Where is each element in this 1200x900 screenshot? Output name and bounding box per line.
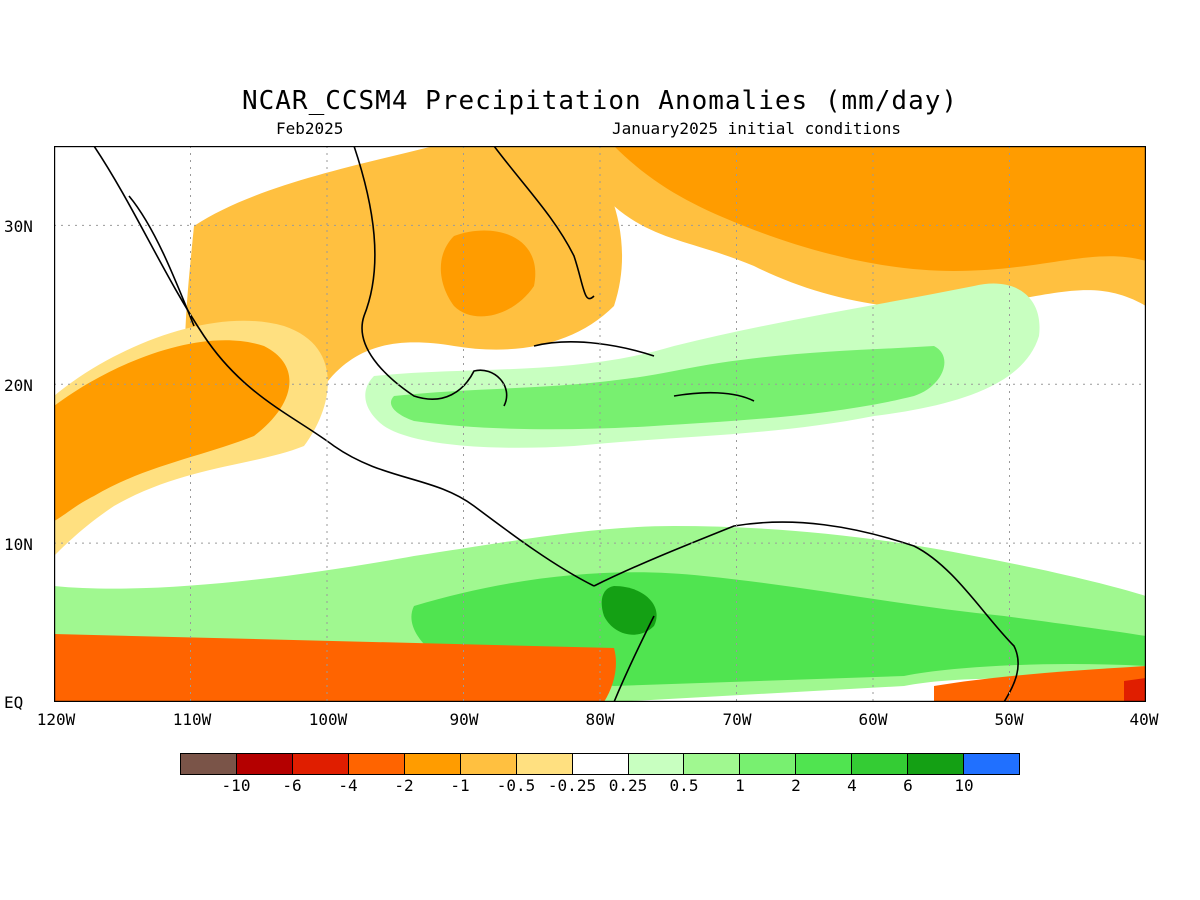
colorbar-tick-label: -0.5 xyxy=(496,776,536,795)
colorbar-swatch xyxy=(236,754,293,774)
anomaly-wet-caribbean-core xyxy=(390,346,945,430)
colorbar-tick-label: 2 xyxy=(791,776,801,795)
colorbar-swatch xyxy=(964,754,1020,774)
colorbar-swatch xyxy=(404,754,461,774)
lon-label-40w: 40W xyxy=(1129,710,1159,729)
lat-label-30n: 30N xyxy=(4,217,33,236)
colorbar-swatch xyxy=(181,754,237,774)
anomaly-dry-equatorial-atlantic xyxy=(934,666,1146,702)
precipitation-anomaly-map xyxy=(54,146,1146,702)
lon-label-60w: 60W xyxy=(858,710,888,729)
colorbar-swatch xyxy=(460,754,517,774)
anomaly-dry-northeast-core xyxy=(614,146,1146,271)
colorbar-swatch xyxy=(740,754,797,774)
colorbar-tick-label: -4 xyxy=(338,776,358,795)
lon-label-70w: 70W xyxy=(722,710,752,729)
lat-label-eq: EQ xyxy=(4,693,24,712)
lon-label-120w: 120W xyxy=(36,710,76,729)
colorbar-swatch xyxy=(348,754,405,774)
anomaly-dry-gulf-core xyxy=(440,230,536,317)
lat-label-10n: 10N xyxy=(4,535,33,554)
colorbar-tick-label: -10 xyxy=(221,776,251,795)
forecast-month-label: Feb2025 xyxy=(276,119,344,138)
colorbar-swatch xyxy=(684,754,741,774)
colorbar-tick-label: 0.25 xyxy=(608,776,648,795)
anomaly-dry-atlantic-core xyxy=(1124,678,1146,702)
lon-label-100w: 100W xyxy=(308,710,348,729)
colorbar-tick-label: 0.5 xyxy=(669,776,699,795)
colorbar-swatch xyxy=(796,754,853,774)
graticule xyxy=(54,146,1146,702)
colorbar-tick-label: -1 xyxy=(450,776,470,795)
lon-label-80w: 80W xyxy=(585,710,615,729)
colorbar-swatch xyxy=(572,754,629,774)
lon-label-110w: 110W xyxy=(172,710,212,729)
anomaly-dry-pacific-core xyxy=(54,340,290,521)
colorbar-tick-label: -2 xyxy=(394,776,414,795)
map-frame xyxy=(54,146,1146,702)
colorbar-swatch xyxy=(852,754,909,774)
coastlines xyxy=(93,146,1019,702)
colorbar-tick-label: 10 xyxy=(954,776,974,795)
initial-conditions-label: January2025 initial conditions xyxy=(612,119,901,138)
colorbar-tick-label: -0.25 xyxy=(547,776,597,795)
lon-label-90w: 90W xyxy=(449,710,479,729)
anomaly-neutral-caribbean xyxy=(570,475,834,531)
colorbar xyxy=(180,753,1020,775)
anomaly-wet-colombia-core xyxy=(601,586,657,635)
anomaly-dry-equatorial-pacific xyxy=(54,634,616,702)
lon-label-50w: 50W xyxy=(994,710,1024,729)
colorbar-tick-label: 4 xyxy=(847,776,857,795)
colorbar-tick-label: 1 xyxy=(735,776,745,795)
map-title: NCAR_CCSM4 Precipitation Anomalies (mm/d… xyxy=(241,86,959,116)
colorbar-swatch xyxy=(516,754,573,774)
colorbar-swatch xyxy=(628,754,685,774)
colorbar-tick-label: 6 xyxy=(903,776,913,795)
lat-label-20n: 20N xyxy=(4,376,33,395)
colorbar-tick-label: -6 xyxy=(282,776,302,795)
colorbar-swatch xyxy=(292,754,349,774)
colorbar-swatch xyxy=(908,754,965,774)
